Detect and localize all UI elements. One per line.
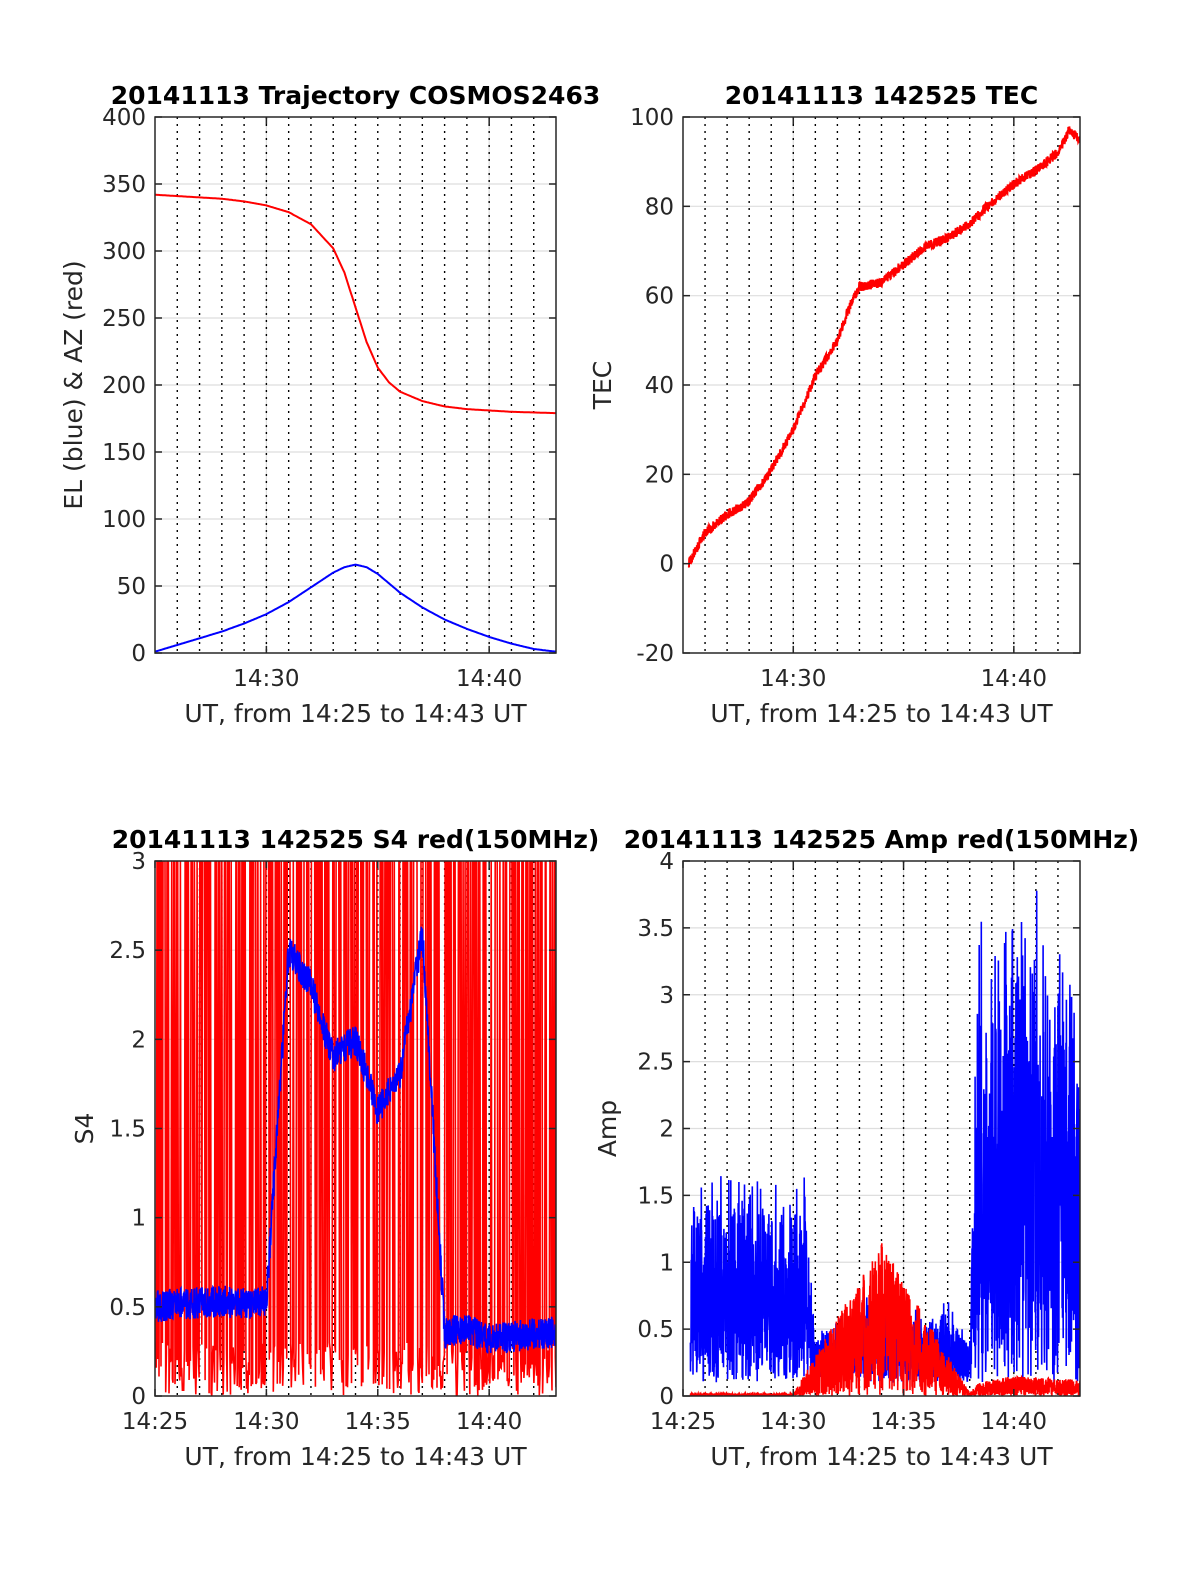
y-tick-label: 0.5: [637, 1317, 674, 1343]
y-tick-label: 0: [659, 1384, 674, 1410]
chart-title: 20141113 142525 Amp red(150MHz): [624, 825, 1140, 854]
y-tick-label: 100: [630, 105, 674, 131]
series-line-s4-red: [155, 861, 556, 1396]
y-tick-label: 0: [131, 1384, 146, 1410]
x-tick-label: 14:30: [760, 1409, 826, 1435]
y-tick-label: 300: [102, 239, 146, 265]
chart-tec: -20 0 20 40 60 80 100 14:30 14:40 20141113 142525…: [588, 81, 1081, 728]
y-tick-label: 250: [102, 306, 146, 332]
y-tick-label: 2.5: [637, 1050, 674, 1076]
series-line-tec-red: [687, 126, 1080, 568]
x-axis-label: UT, from 14:25 to 14:43 UT: [184, 1442, 527, 1471]
series-line-trajectory-red: [155, 193, 556, 415]
series-line-amp-red: [689, 1243, 1080, 1396]
x-tick-label: 14:30: [233, 666, 299, 692]
y-tick-label: 0.5: [109, 1295, 146, 1321]
series-line-amp-blue: [689, 890, 1080, 1383]
y-tick-label: 2: [659, 1117, 674, 1143]
series-group-amp: [689, 890, 1080, 1396]
minute-gridlines-trajectory: [176, 117, 535, 653]
chart-title: 20141113 142525 TEC: [725, 81, 1038, 110]
series-line-trajectory-blue: [155, 563, 556, 653]
x-axis-label: UT, from 14:25 to 14:43 UT: [710, 699, 1053, 728]
series-group-trajectory: [155, 193, 556, 653]
x-axis-label: UT, from 14:25 to 14:43 UT: [184, 699, 527, 728]
y-tick-label: 60: [645, 284, 674, 310]
series-group-s4: [155, 861, 556, 1396]
y-tick-label: 100: [102, 507, 146, 533]
y-tick-label: 2: [131, 1027, 146, 1053]
y-tick-label: 50: [117, 574, 146, 600]
y-tick-label: 3.5: [637, 916, 674, 942]
x-axis-label: UT, from 14:25 to 14:43 UT: [710, 1442, 1053, 1471]
series-line-s4-blue: [155, 926, 556, 1354]
chart-title: 20141113 Trajectory COSMOS2463: [111, 81, 601, 110]
x-tick-label: 14:25: [650, 1409, 716, 1435]
x-tick-label: 14:35: [870, 1409, 936, 1435]
y-tick-label: 20: [645, 462, 674, 488]
y-tick-label: 1: [131, 1206, 146, 1232]
y-axis-label: TEC: [588, 361, 617, 411]
chart-s4: 0 0.5 1 1.5 2 2.5 3 14:25 14:30 14:35 14:40 2014111…: [70, 825, 599, 1471]
y-tick-label: 150: [102, 440, 146, 466]
y-tick-label: 1.5: [109, 1117, 146, 1143]
minute-gridlines-tec: [704, 117, 1059, 653]
y-tick-label: 1.5: [637, 1183, 674, 1209]
x-tick-label: 14:30: [233, 1409, 299, 1435]
y-tick-label: 3: [659, 983, 674, 1009]
x-tick-label: 14:40: [456, 666, 522, 692]
x-tick-label: 14:25: [122, 1409, 188, 1435]
x-tick-label: 14:40: [981, 1409, 1047, 1435]
chart-amp: 0 0.5 1 1.5 2 2.5 3 3.5 4 14:25 14:30 14:35 14:40 201…: [593, 825, 1139, 1471]
y-tick-label: 80: [645, 194, 674, 220]
y-axis-label: Amp: [593, 1100, 622, 1157]
x-tick-label: 14:30: [760, 666, 826, 692]
y-axis-label: EL (blue) & AZ (red): [59, 260, 88, 509]
series-group-tec: [687, 126, 1080, 568]
x-tick-label: 14:40: [456, 1409, 522, 1435]
chart-trajectory: 0 50 100 150 200 250 300 350 400 14:30 14:40 201411…: [59, 81, 600, 728]
x-tick-label: 14:35: [345, 1409, 411, 1435]
x-tick-label: 14:40: [981, 666, 1047, 692]
y-tick-label: 0: [131, 641, 146, 667]
y-tick-label: 40: [645, 373, 674, 399]
y-tick-label: 4: [659, 849, 674, 875]
y-tick-label: -20: [636, 641, 674, 667]
chart-title: 20141113 142525 S4 red(150MHz): [112, 825, 600, 854]
y-tick-label: 1: [659, 1250, 674, 1276]
y-tick-label: 350: [102, 172, 146, 198]
y-tick-label: 0: [659, 552, 674, 578]
y-tick-label: 2.5: [109, 938, 146, 964]
y-tick-label: 400: [102, 105, 146, 131]
y-axis-label: S4: [70, 1113, 99, 1145]
y-tick-label: 3: [131, 849, 146, 875]
y-tick-label: 200: [102, 373, 146, 399]
